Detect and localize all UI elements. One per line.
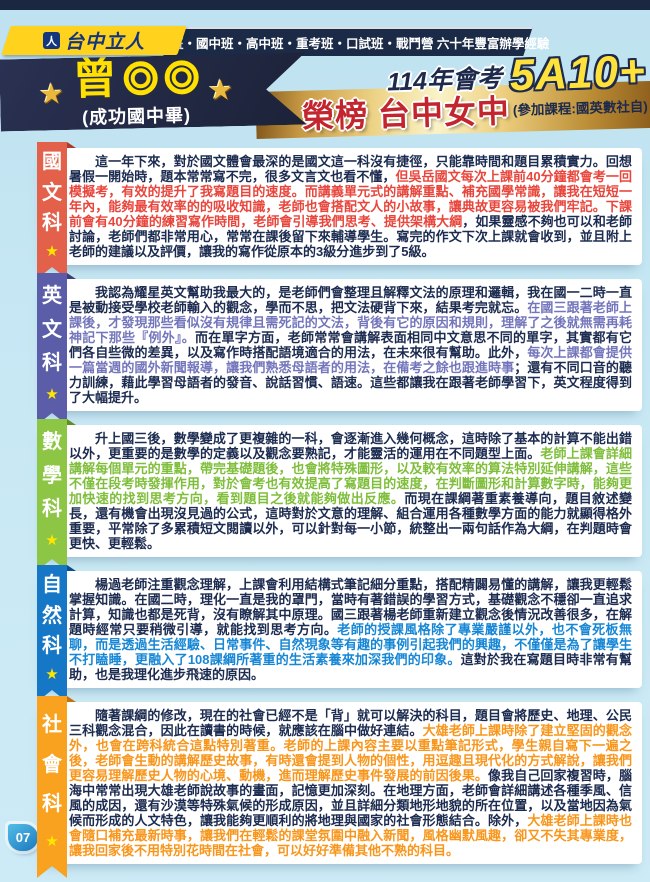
ribbon-fold	[67, 273, 76, 279]
exam-score-row: 114年會考 5A10+	[386, 46, 647, 101]
subject-label-char: 科	[42, 793, 62, 816]
subject-section-chinese: 國文科 ★ 這一年下來，對於國文體會最深的是國文這一科沒有捷徑，只能靠時間和題目累積…	[38, 142, 642, 265]
subject-label-char: 國	[42, 151, 62, 174]
text-segment: 升上國三後，數學變成了更複雜的一科，會逐漸進入幾何概念，這時除了基本的計算不能出…	[69, 431, 632, 461]
subject-section-science: 自然科 ★ 楊過老師注重觀念理解，上課會利用結構式筆記細分重點，搭配精闢易懂的講解，…	[38, 565, 642, 688]
subject-label-char: 社	[42, 714, 62, 737]
subject-label-char: 科	[42, 498, 62, 521]
subject-label-char: 會	[42, 753, 62, 776]
ribbon-fold	[67, 565, 76, 571]
star-icon: ★	[207, 74, 234, 106]
text-segment: 楊過老師注重觀念理解，上課會利用結構式筆記細分重點，搭配精闢易懂的講解，讓我更輕…	[69, 577, 632, 637]
subject-section-social: 社會科 ★ 隨著課綱的修改，現在的社會已經不是「背」就可以解決的科目，題目會將歷史、…	[38, 696, 642, 864]
masked-character-ring	[123, 61, 158, 96]
testimonial-text: 我認為耀星英文幫助我最大的，是老師們會整理且解釋文法的原理和邏輯，我在國一二時一…	[69, 285, 632, 405]
testimonial-text: 隨著課綱的修改，現在的社會已經不是「背」就可以解決的科目，題目會將歷史、地理、公…	[69, 708, 632, 858]
top-bar	[0, 0, 650, 10]
subject-ribbon: 國文科 ★	[37, 142, 67, 279]
text-segment: ；還有不同口音的聽力訓練，藉此學習母語者的發音、說話習慣、語速。這些都讓我在跟著…	[69, 360, 632, 405]
text-segment: 而現在課綱著重素養導向，題目敘述變長，還有機會出現沒見過的公式，這時對於文意的理…	[69, 491, 632, 551]
programs-ribbon: 私中班・國中班・高中班・重考班・口試班・戰鬥營 六十年豐富辦學經驗	[146, 27, 549, 56]
subject-label-char: 科	[42, 635, 62, 658]
subject-label-char: 然	[42, 604, 62, 627]
text-segment: 而在單字方面，老師常常會講解表面相同中文意思不同的單字，其實都有它們各自些微的差…	[69, 330, 632, 360]
text-segment: 隨著課綱的修改，現在的社會已經不是「背」就可以解決的科目，題目會將歷史、地理、公…	[69, 708, 632, 738]
highlighted-segment: 老師上課會詳細講解每個單元的重點，帶完基礎題後，也會將特殊圖形，以及較有效率的算…	[69, 446, 632, 506]
page-number-badge: 07	[8, 824, 38, 851]
subject-label-char: 文	[42, 318, 62, 341]
subject-label-char: 文	[42, 181, 62, 204]
subject-section-math: 數學科 ★ 升上國三後，數學變成了更複雜的一科，會逐漸進入幾何概念，這時除了基本的計…	[38, 419, 642, 557]
brand-name: 台中立人	[64, 32, 145, 53]
star-icon: ★	[38, 78, 65, 110]
subject-label-char: 科	[42, 352, 62, 375]
text-segment: 像我自己回家複習時，腦海中常常出現大雄老師說故事的畫面，記憶更加深刻。在地理方面…	[69, 768, 632, 828]
star-icon: ★	[45, 531, 59, 549]
ribbon-fold	[67, 696, 76, 702]
highlighted-segment: 老師的授課風格除了專業嚴謹以外，也不會死板無聊，而是透過生活經驗、日常事件、自然…	[69, 622, 632, 667]
subject-label-char: 自	[42, 574, 62, 597]
star-icon: ★	[45, 385, 59, 403]
highlighted-segment: 每次上課都會提供一篇當週的國外新聞報導，讓我們熟悉母語者的用法，在備考之餘也跟進…	[69, 345, 632, 375]
subject-label-char: 科	[42, 212, 62, 235]
highlighted-segment: 大雄老師上課時除了建立堅固的觀念外，也會在跨科統合這點特別著重。老師的上課內容主…	[69, 723, 632, 783]
text-segment: 這對於我在寫題目時非常有幫助，也是我理化進步飛速的原因。	[69, 652, 632, 682]
student-name-banner: ★ 曾 (成功國中畢) ★	[0, 53, 307, 132]
star-icon: ★	[45, 665, 59, 683]
student-surname: 曾	[72, 53, 118, 104]
student-name-block: 曾 (成功國中畢)	[72, 55, 200, 130]
text-segment: 我認為耀星英文幫助我最大的，是老師們會整理且解釋文法的原理和邏輯，我在國一二時一…	[69, 285, 632, 315]
ribbon-fold	[67, 142, 76, 148]
subject-ribbon: 社會科 ★	[37, 696, 67, 878]
sections: 國文科 ★ 這一年下來，對於國文體會最深的是國文這一科沒有捷徑，只能靠時間和題目累積…	[0, 142, 650, 878]
brand-logo: 人 台中立人	[1, 26, 187, 55]
person-icon: 人	[42, 32, 60, 49]
highlighted-segment: 大雄老師上課時也會隨口補充最新時事，讓我們在輕鬆的課堂氛圍中融入新聞，風格幽默風…	[69, 813, 632, 858]
masked-character-ring	[164, 60, 199, 95]
highlighted-segment: 在國三跟著老師上課後，才發現那些看似沒有規律且需死記的文法，背後有它的原因和規則…	[69, 300, 632, 345]
subject-label-char: 學	[42, 464, 62, 487]
star-icon: ★	[45, 242, 59, 260]
testimonial-text: 升上國三後，數學變成了更複雜的一科，會逐漸進入幾何概念，這時除了基本的計算不能出…	[69, 431, 632, 551]
subject-section-english: 英文科 ★ 我認為耀星英文幫助我最大的，是老師們會整理且解釋文法的原理和邏輯，我在國…	[38, 273, 642, 411]
subject-ribbon: 英文科 ★	[37, 273, 67, 425]
programs-text: 私中班・國中班・高中班・重考班・口試班・戰鬥營 六十年豐富辦學經驗	[145, 37, 550, 51]
subject-ribbon: 自然科 ★	[37, 565, 67, 702]
exam-score: 5A10+	[509, 46, 647, 101]
star-icon: ★	[45, 832, 59, 850]
ribbon-fold	[67, 419, 76, 425]
subject-label-char: 數	[42, 431, 62, 454]
student-name: 曾	[72, 55, 199, 102]
testimonial-text: 這一年下來，對於國文體會最深的是國文這一科沒有捷徑，只能靠時間和題目累積實力。回…	[69, 154, 632, 259]
student-school: (成功國中畢)	[81, 105, 192, 128]
text-segment: ，如果靈感不夠也可以和老師討論，老師們都非常用心，常常在課後留下來輔導學生。寫完…	[69, 214, 632, 259]
testimonial-text: 楊過老師注重觀念理解，上課會利用結構式筆記細分重點，搭配精闢易懂的講解，讓我更輕…	[69, 577, 632, 682]
highlighted-segment: 但吳岳國文每次上課前40分鐘都會考一回模擬考，有效的提升了我寫題目的速度。而講義…	[69, 169, 632, 229]
exam-name: 114年會考	[386, 64, 503, 97]
subject-label-char: 英	[42, 285, 62, 308]
text-segment: 這一年下來，對於國文體會最深的是國文這一科沒有捷徑，只能靠時間和題目累積實力。回…	[69, 154, 632, 184]
subject-ribbon: 數學科 ★	[37, 419, 67, 571]
